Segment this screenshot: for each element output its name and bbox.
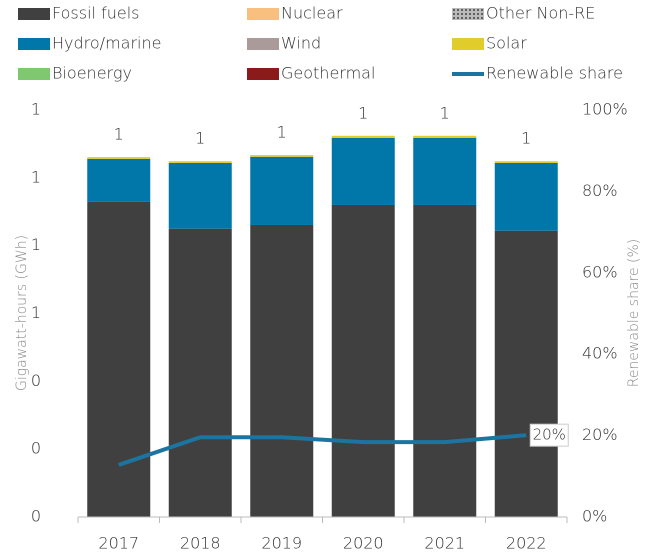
bar-segment: [331, 204, 395, 517]
legend-swatch: [18, 38, 50, 50]
bar-segment: [413, 135, 477, 138]
y-tick-label: 1: [31, 100, 41, 119]
legend-label: Other Non-RE: [486, 4, 595, 23]
legend-label: Hydro/marine: [52, 34, 161, 53]
total-label: 1: [277, 123, 287, 142]
y2-tick-label: 100%: [582, 100, 628, 119]
x-tick-label: 2020: [343, 534, 384, 553]
data-label: 20%: [533, 426, 566, 444]
y-tick-label: 1: [31, 235, 41, 254]
legend-label: Fossil fuels: [52, 4, 139, 23]
total-label: 1: [195, 129, 205, 148]
legend-label: Bioenergy: [52, 64, 132, 83]
bar-segment: [494, 161, 558, 163]
y2-axis-title: Renewable share (%): [626, 239, 642, 388]
y-axis-title: Gigawatt-hours (GWh): [14, 235, 30, 391]
legend-swatch: [247, 68, 279, 80]
bar-segment: [413, 137, 477, 205]
label-box: [529, 423, 569, 447]
y2-tick-label: 80%: [582, 181, 618, 200]
legend-label: Geothermal: [281, 64, 375, 83]
bar-segment: [331, 137, 395, 205]
x-tick-label: 2022: [506, 534, 547, 553]
total-label: 1: [440, 103, 450, 122]
y2-tick-label: 60%: [582, 262, 618, 281]
legend-swatch: [18, 8, 50, 20]
y2-tick-label: 20%: [582, 425, 618, 444]
y-tick-label: 0: [31, 371, 41, 390]
total-label: 1: [521, 129, 531, 148]
x-tick-label: 2017: [98, 534, 139, 553]
legend-label: Solar: [486, 34, 527, 53]
y2-tick-label: 40%: [582, 344, 618, 363]
legend-swatch: [18, 68, 50, 80]
x-tick-label: 2018: [180, 534, 221, 553]
y-tick-label: 0: [31, 439, 41, 458]
line: [118, 433, 527, 467]
bar-segment: [494, 162, 558, 231]
x-tick-label: 2021: [424, 534, 465, 553]
bar-segment: [87, 158, 151, 202]
legend-label: Wind: [281, 34, 321, 53]
bar-segment: [250, 224, 314, 518]
bar-segment: [250, 156, 314, 225]
y-tick-label: 0: [31, 507, 41, 526]
total-label: 1: [114, 125, 124, 144]
y2-tick-label: 0%: [582, 507, 607, 526]
bar-segment: [87, 201, 151, 517]
y-tick-label: 1: [31, 167, 41, 186]
total-label: 1: [358, 103, 368, 122]
x-tick-label: 2019: [261, 534, 302, 553]
legend-swatch: [247, 38, 279, 50]
bar-segment: [87, 157, 151, 159]
bar-segment: [250, 155, 314, 157]
legend-swatch: [452, 38, 484, 50]
bar-segment: [413, 204, 477, 517]
bar-segment: [494, 230, 558, 517]
bar-segment: [168, 162, 232, 229]
legend-swatch: [247, 8, 279, 20]
legend-label: Nuclear: [281, 4, 343, 23]
bar-segment: [168, 161, 232, 163]
bar-segment: [331, 135, 395, 138]
legend-swatch: [452, 8, 484, 20]
legend-label: Renewable share: [486, 64, 623, 83]
bar-segment: [168, 228, 232, 518]
y-tick-label: 1: [31, 303, 41, 322]
